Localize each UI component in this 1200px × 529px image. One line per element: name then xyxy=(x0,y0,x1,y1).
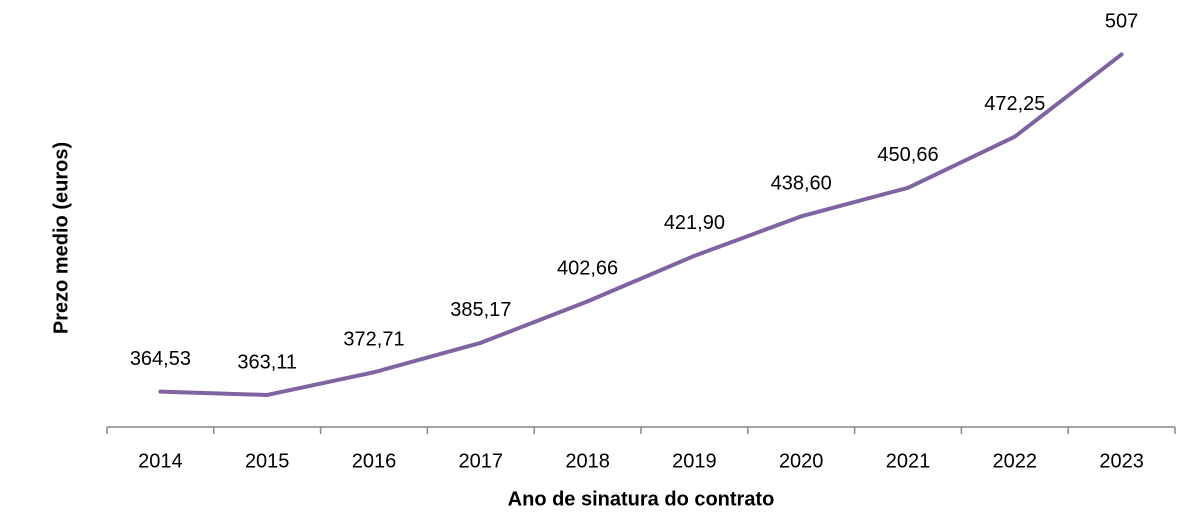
data-label: 385,17 xyxy=(450,299,511,321)
data-point xyxy=(158,389,163,394)
x-tick-label: 2023 xyxy=(1099,450,1144,472)
data-label: 421,90 xyxy=(664,212,725,234)
data-label: 372,71 xyxy=(343,329,404,351)
data-label: 438,60 xyxy=(771,173,832,195)
data-point xyxy=(585,299,590,304)
data-label: 402,66 xyxy=(557,258,618,280)
data-label: 507 xyxy=(1105,11,1138,33)
x-tick-label: 2016 xyxy=(352,450,397,472)
data-label: 364,53 xyxy=(130,348,191,370)
x-axis-title: Ano de sinatura do contrato xyxy=(508,488,775,510)
x-tick-label: 2020 xyxy=(779,450,824,472)
x-tick-label: 2021 xyxy=(886,450,931,472)
data-label: 363,11 xyxy=(237,351,297,373)
x-tick-label: 2018 xyxy=(565,450,610,472)
data-line xyxy=(160,52,1123,397)
x-tick-label: 2015 xyxy=(245,450,290,472)
x-tick-label: 2022 xyxy=(993,450,1038,472)
data-point xyxy=(372,370,376,375)
data-point xyxy=(906,185,910,190)
data-point xyxy=(478,340,483,345)
x-tick-label: 2019 xyxy=(672,450,717,472)
data-point xyxy=(692,253,697,258)
x-tick-label: 2014 xyxy=(138,450,183,472)
data-point xyxy=(1119,52,1124,57)
y-axis-title: Prezo medio (euros) xyxy=(50,142,72,334)
data-point xyxy=(265,392,270,397)
x-tick-label: 2017 xyxy=(459,450,504,472)
data-point xyxy=(1012,134,1017,139)
data-point xyxy=(799,214,804,219)
data-label: 472,25 xyxy=(984,93,1045,115)
data-label: 450,66 xyxy=(877,144,938,166)
